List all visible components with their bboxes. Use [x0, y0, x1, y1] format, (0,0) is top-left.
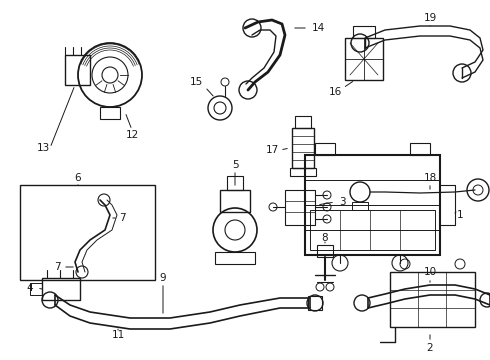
Bar	[292, 128, 314, 168]
Text: 13: 13	[36, 143, 49, 153]
Text: 5: 5	[232, 160, 238, 170]
Text: 3: 3	[339, 197, 345, 207]
Text: 4: 4	[26, 283, 33, 293]
Bar	[220, 190, 250, 212]
Text: 7: 7	[119, 213, 125, 223]
Bar	[30, 283, 42, 295]
Bar	[20, 185, 155, 280]
Text: 16: 16	[328, 87, 342, 97]
Text: 18: 18	[423, 173, 437, 183]
Bar	[315, 143, 335, 155]
Text: 2: 2	[427, 343, 433, 353]
Bar	[308, 296, 322, 310]
Text: 12: 12	[125, 130, 139, 140]
Text: 15: 15	[189, 77, 203, 87]
Bar	[65, 55, 90, 85]
Text: 10: 10	[423, 267, 437, 277]
Bar	[295, 116, 311, 128]
Bar	[227, 176, 243, 190]
Bar	[215, 252, 255, 264]
Bar	[317, 245, 333, 257]
Bar	[100, 107, 120, 119]
Bar	[353, 26, 375, 38]
Text: 1: 1	[457, 210, 464, 220]
Bar	[345, 38, 383, 80]
Bar	[352, 202, 368, 210]
Text: 7: 7	[54, 262, 60, 272]
Bar	[410, 143, 430, 155]
Bar	[285, 190, 315, 225]
Text: 14: 14	[311, 23, 325, 33]
Text: 11: 11	[111, 330, 124, 340]
Bar	[310, 210, 435, 250]
Bar	[42, 278, 80, 300]
Text: 8: 8	[322, 233, 328, 243]
Bar	[290, 168, 316, 176]
Text: 6: 6	[74, 173, 81, 183]
Bar	[305, 155, 440, 255]
Text: 19: 19	[423, 13, 437, 23]
Text: 17: 17	[266, 145, 279, 155]
Bar	[390, 272, 475, 327]
Text: 9: 9	[160, 273, 166, 283]
